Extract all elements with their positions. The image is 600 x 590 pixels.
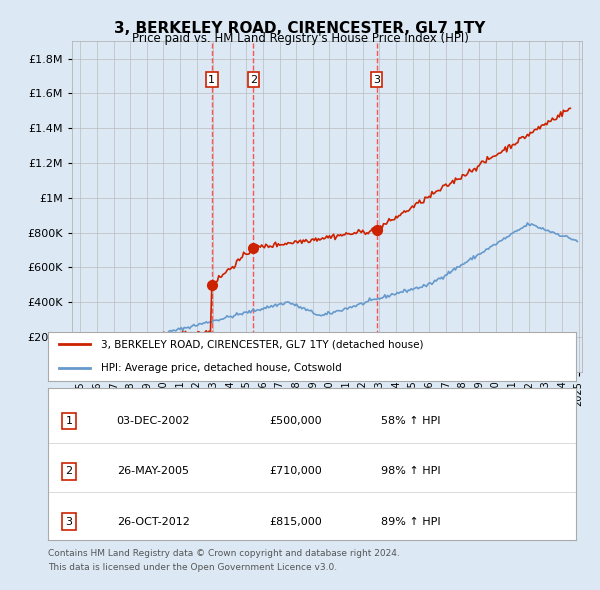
Text: 03-DEC-2002: 03-DEC-2002 [116, 416, 190, 426]
Text: Price paid vs. HM Land Registry's House Price Index (HPI): Price paid vs. HM Land Registry's House … [131, 32, 469, 45]
Text: 98% ↑ HPI: 98% ↑ HPI [380, 466, 440, 476]
Text: 26-MAY-2005: 26-MAY-2005 [116, 466, 188, 476]
Text: 1: 1 [208, 74, 215, 84]
Text: This data is licensed under the Open Government Licence v3.0.: This data is licensed under the Open Gov… [48, 563, 337, 572]
Text: £500,000: £500,000 [270, 416, 322, 426]
Text: 3, BERKELEY ROAD, CIRENCESTER, GL7 1TY: 3, BERKELEY ROAD, CIRENCESTER, GL7 1TY [115, 21, 485, 35]
Text: 3, BERKELEY ROAD, CIRENCESTER, GL7 1TY (detached house): 3, BERKELEY ROAD, CIRENCESTER, GL7 1TY (… [101, 339, 424, 349]
Text: 2: 2 [250, 74, 257, 84]
Text: 89% ↑ HPI: 89% ↑ HPI [380, 517, 440, 527]
Text: £815,000: £815,000 [270, 517, 323, 527]
Text: HPI: Average price, detached house, Cotswold: HPI: Average price, detached house, Cots… [101, 363, 341, 373]
Text: 58% ↑ HPI: 58% ↑ HPI [380, 416, 440, 426]
Text: Contains HM Land Registry data © Crown copyright and database right 2024.: Contains HM Land Registry data © Crown c… [48, 549, 400, 558]
Text: 3: 3 [65, 517, 73, 527]
Text: £710,000: £710,000 [270, 466, 323, 476]
Text: 3: 3 [373, 74, 380, 84]
Text: 1: 1 [65, 416, 73, 426]
Text: 26-OCT-2012: 26-OCT-2012 [116, 517, 190, 527]
Text: 2: 2 [65, 466, 73, 476]
